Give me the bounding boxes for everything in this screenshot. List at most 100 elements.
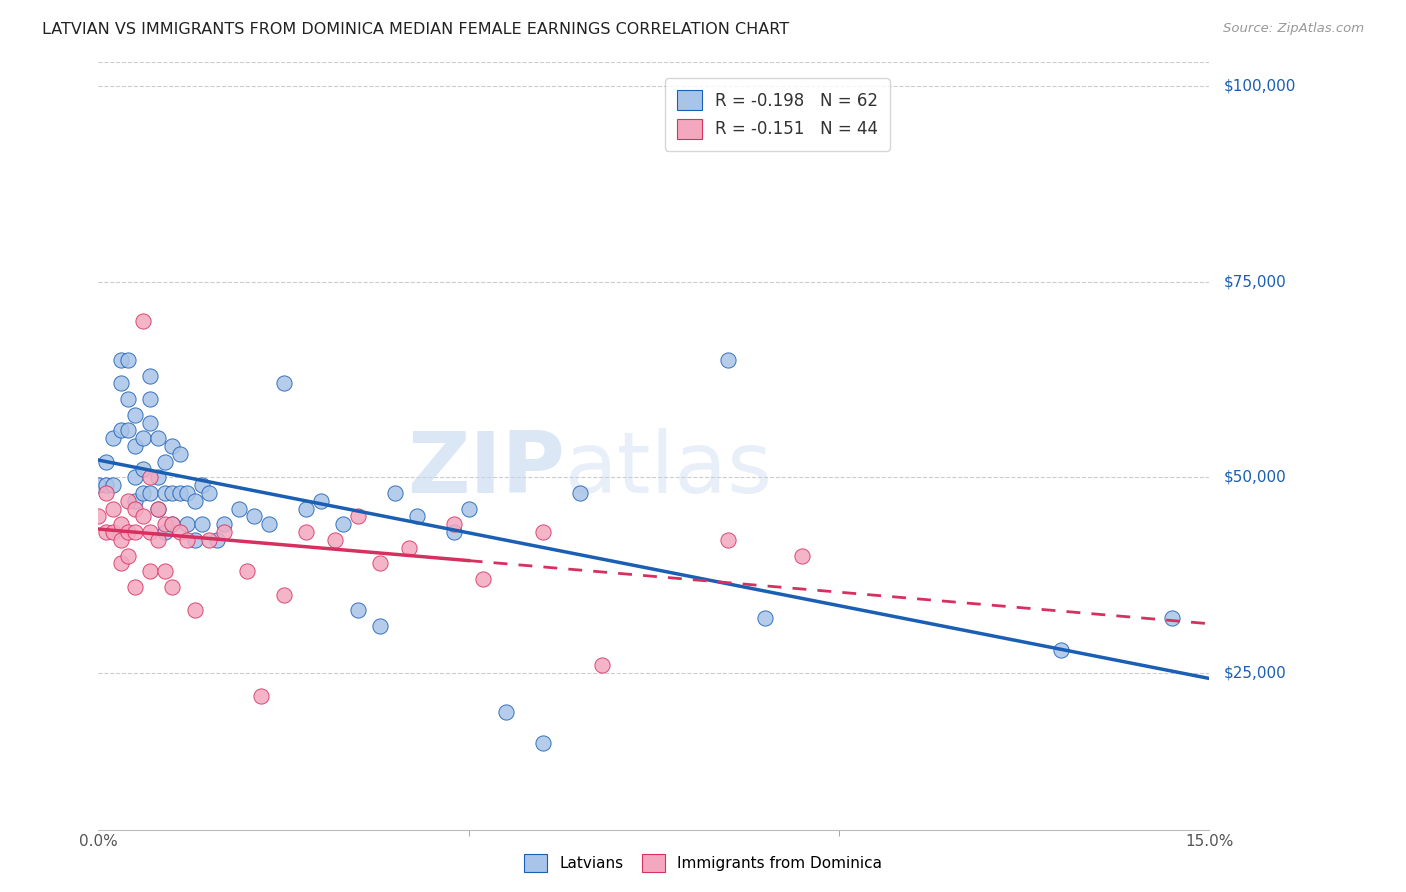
- Point: [124, 493, 146, 508]
- Point: [110, 423, 132, 437]
- Point: [405, 509, 427, 524]
- Point: [139, 368, 162, 383]
- Legend: R = -0.198   N = 62, R = -0.151   N = 44: R = -0.198 N = 62, R = -0.151 N = 44: [665, 78, 890, 151]
- Point: [153, 486, 176, 500]
- Point: [139, 564, 162, 578]
- Point: [183, 533, 205, 547]
- Point: [443, 517, 465, 532]
- Point: [309, 493, 332, 508]
- Point: [153, 525, 176, 540]
- Point: [162, 517, 184, 532]
- Point: [117, 392, 139, 406]
- Text: atlas: atlas: [565, 427, 773, 510]
- Point: [110, 533, 132, 547]
- Point: [146, 501, 169, 516]
- Point: [117, 549, 139, 563]
- Point: [87, 478, 110, 492]
- Text: Source: ZipAtlas.com: Source: ZipAtlas.com: [1223, 22, 1364, 36]
- Text: $50,000: $50,000: [1225, 470, 1286, 485]
- Point: [183, 603, 205, 617]
- Point: [332, 517, 354, 532]
- Point: [94, 525, 117, 540]
- Point: [191, 478, 214, 492]
- Point: [717, 533, 740, 547]
- Point: [146, 470, 169, 484]
- Point: [103, 478, 125, 492]
- Point: [568, 486, 591, 500]
- Point: [110, 557, 132, 571]
- Point: [214, 525, 236, 540]
- Point: [257, 517, 280, 532]
- Point: [94, 478, 117, 492]
- Point: [346, 509, 368, 524]
- Point: [205, 533, 228, 547]
- Point: [183, 493, 205, 508]
- Point: [124, 580, 146, 594]
- Point: [754, 611, 776, 625]
- Point: [162, 580, 184, 594]
- Point: [368, 619, 391, 633]
- Point: [139, 392, 162, 406]
- Point: [325, 533, 347, 547]
- Point: [346, 603, 368, 617]
- Point: [1161, 611, 1184, 625]
- Point: [94, 486, 117, 500]
- Point: [591, 658, 613, 673]
- Point: [495, 705, 517, 719]
- Point: [124, 439, 146, 453]
- Point: [457, 501, 479, 516]
- Point: [132, 314, 155, 328]
- Point: [153, 455, 176, 469]
- Point: [273, 588, 295, 602]
- Point: [110, 352, 132, 367]
- Point: [790, 549, 813, 563]
- Point: [94, 455, 117, 469]
- Point: [124, 470, 146, 484]
- Point: [294, 525, 316, 540]
- Point: [153, 564, 176, 578]
- Point: [110, 517, 132, 532]
- Text: $100,000: $100,000: [1225, 78, 1296, 94]
- Point: [368, 557, 391, 571]
- Point: [472, 572, 495, 586]
- Point: [443, 525, 465, 540]
- Point: [153, 517, 176, 532]
- Point: [176, 517, 198, 532]
- Point: [162, 439, 184, 453]
- Point: [162, 517, 184, 532]
- Point: [139, 525, 162, 540]
- Point: [103, 431, 125, 445]
- Point: [531, 525, 554, 540]
- Point: [132, 462, 155, 476]
- Point: [124, 501, 146, 516]
- Point: [110, 376, 132, 391]
- Point: [717, 352, 740, 367]
- Point: [235, 564, 257, 578]
- Point: [198, 486, 221, 500]
- Point: [250, 690, 273, 704]
- Point: [398, 541, 420, 555]
- Point: [117, 423, 139, 437]
- Point: [162, 486, 184, 500]
- Point: [1050, 642, 1073, 657]
- Text: $25,000: $25,000: [1225, 665, 1286, 681]
- Point: [273, 376, 295, 391]
- Point: [169, 525, 191, 540]
- Point: [146, 501, 169, 516]
- Point: [384, 486, 406, 500]
- Point: [139, 416, 162, 430]
- Point: [176, 486, 198, 500]
- Point: [132, 431, 155, 445]
- Point: [117, 525, 139, 540]
- Text: ZIP: ZIP: [408, 427, 565, 510]
- Point: [117, 493, 139, 508]
- Point: [169, 486, 191, 500]
- Point: [103, 501, 125, 516]
- Point: [191, 517, 214, 532]
- Point: [87, 509, 110, 524]
- Point: [139, 486, 162, 500]
- Text: $75,000: $75,000: [1225, 274, 1286, 289]
- Text: LATVIAN VS IMMIGRANTS FROM DOMINICA MEDIAN FEMALE EARNINGS CORRELATION CHART: LATVIAN VS IMMIGRANTS FROM DOMINICA MEDI…: [42, 22, 789, 37]
- Point: [132, 486, 155, 500]
- Point: [228, 501, 250, 516]
